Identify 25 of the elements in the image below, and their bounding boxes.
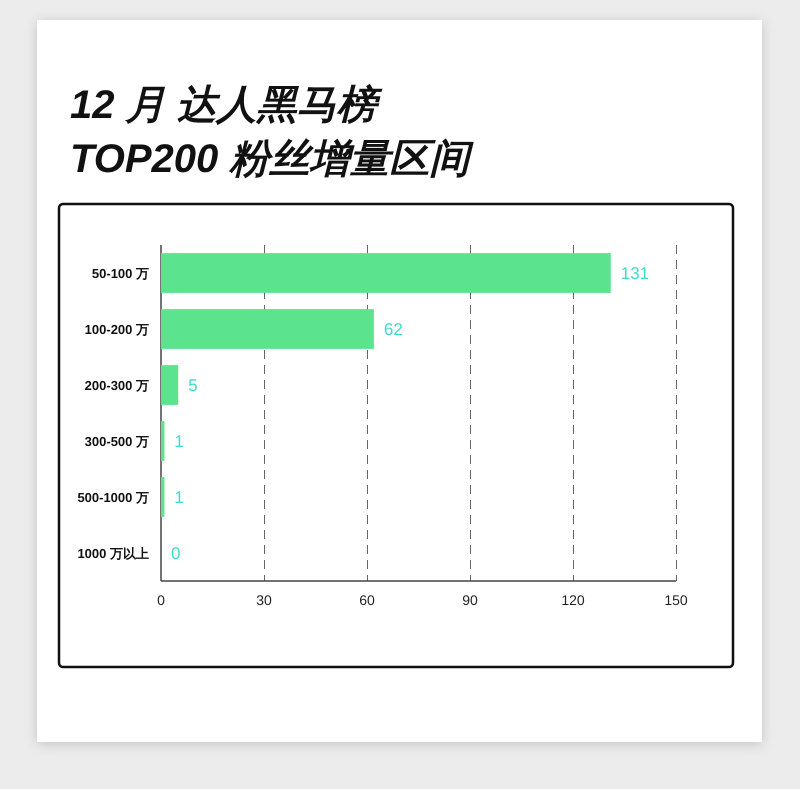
y-tick-label: 100-200 万 bbox=[84, 322, 149, 337]
y-tick-label: 300-500 万 bbox=[84, 434, 149, 449]
chart-subtitle: TOP200 粉丝增量区间 bbox=[70, 137, 474, 181]
y-tick-label: 200-300 万 bbox=[84, 378, 149, 393]
x-tick-label: 90 bbox=[462, 592, 478, 608]
x-tick-label: 30 bbox=[256, 592, 272, 608]
x-tick-label: 60 bbox=[359, 592, 375, 608]
x-tick-label: 0 bbox=[157, 592, 166, 608]
y-tick-label: 1000 万以上 bbox=[77, 546, 149, 561]
bar bbox=[161, 477, 164, 517]
data-label: 131 bbox=[620, 264, 650, 283]
data-label: 62 bbox=[384, 320, 403, 339]
y-tick-label: 50-100 万 bbox=[92, 266, 149, 281]
data-label: 1 bbox=[174, 488, 184, 507]
data-label: 0 bbox=[171, 544, 180, 563]
bar bbox=[161, 309, 374, 349]
data-label: 5 bbox=[188, 376, 198, 395]
x-tick-label: 120 bbox=[561, 592, 585, 608]
x-tick-label: 150 bbox=[664, 592, 688, 608]
chart-title: 12 月 达人黑马榜 bbox=[70, 83, 384, 127]
bar bbox=[161, 365, 178, 405]
y-tick-label: 500-1000 万 bbox=[77, 490, 149, 505]
data-label: 1 bbox=[174, 432, 184, 451]
bar bbox=[161, 253, 611, 293]
bar bbox=[161, 421, 164, 461]
